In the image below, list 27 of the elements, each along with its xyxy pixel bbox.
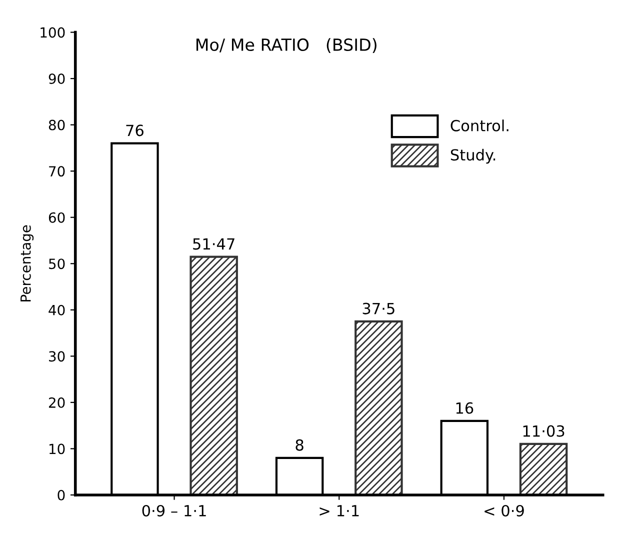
- data-label: 51·47: [193, 238, 234, 250]
- y-tick-label: 100: [40, 27, 65, 38]
- x-tick-label: < 0·9: [484, 504, 524, 517]
- x-tick-label: 0·9 – 1·1: [142, 504, 206, 517]
- y-tick-label: 40: [48, 304, 65, 316]
- bar: [190, 256, 238, 495]
- bar: [354, 320, 403, 495]
- y-tick-label: 80: [48, 120, 65, 130]
- y-tick-label: 20: [48, 397, 65, 408]
- legend-label: Study.: [450, 148, 496, 164]
- y-tick-label: 50: [49, 258, 65, 270]
- y-tick-label: 70: [49, 166, 65, 177]
- bar: [519, 442, 568, 495]
- y-tick-label: 10: [49, 444, 65, 454]
- y-tick-label: 30: [49, 351, 65, 362]
- x-tick-label: > 1·1: [320, 505, 359, 516]
- y-tick-label: 0: [58, 490, 65, 500]
- data-label: 76: [126, 124, 144, 136]
- data-label: 11·03: [523, 425, 564, 437]
- y-tick-label: 90: [48, 74, 65, 84]
- y-axis-title: Percentage: [20, 225, 34, 302]
- chart-title: Mo/ Me RATIO (BSID): [196, 38, 376, 53]
- data-label: 37·5: [362, 302, 394, 314]
- legend-label: Control.: [450, 120, 508, 132]
- data-label: 8: [296, 439, 304, 451]
- data-label: 16: [456, 402, 474, 414]
- y-tick-label: 60: [48, 212, 65, 223]
